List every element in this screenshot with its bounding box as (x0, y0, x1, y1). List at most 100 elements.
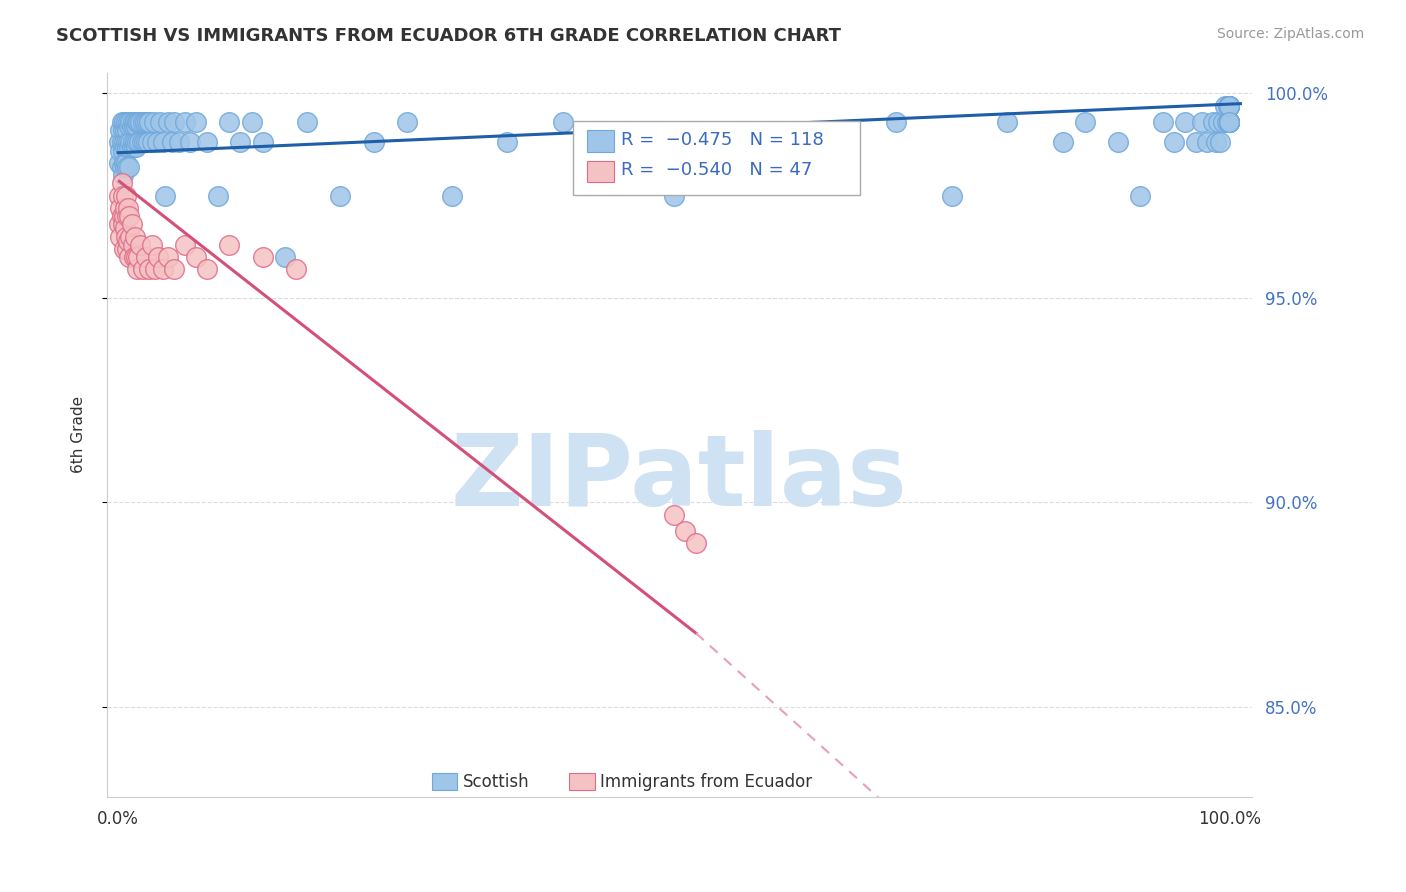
Point (111, 168, 134, 182)
Point (207, 188, 229, 202)
Point (218, 115, 240, 129)
Point (129, 237, 152, 252)
Point (115, 139, 138, 153)
Y-axis label: 6th Grade: 6th Grade (72, 396, 86, 474)
Point (1197, 136, 1219, 150)
Point (115, 136, 138, 150)
Point (117, 115, 139, 129)
Text: Scottish: Scottish (463, 772, 530, 790)
Point (121, 115, 143, 129)
Point (141, 136, 163, 150)
Point (131, 136, 153, 150)
Point (114, 139, 136, 153)
Point (115, 123, 138, 137)
Point (1218, 98, 1240, 112)
Point (110, 144, 132, 158)
Point (110, 229, 132, 244)
Point (1218, 115, 1240, 129)
Text: Source: ZipAtlas.com: Source: ZipAtlas.com (1216, 27, 1364, 41)
Point (148, 250, 170, 264)
Point (149, 115, 172, 129)
Point (124, 229, 146, 244)
Point (125, 139, 148, 153)
Point (142, 115, 165, 129)
Point (110, 160, 132, 174)
Text: ZIPatlas: ZIPatlas (451, 430, 908, 527)
Point (121, 139, 143, 153)
Point (114, 221, 136, 235)
Point (1107, 136, 1129, 150)
Point (1218, 98, 1240, 112)
Point (115, 156, 138, 170)
Point (1213, 98, 1236, 112)
Point (125, 262, 148, 277)
Point (884, 115, 907, 129)
Point (329, 188, 352, 202)
Point (115, 188, 138, 202)
Point (195, 262, 218, 277)
FancyBboxPatch shape (432, 772, 457, 790)
Point (218, 237, 240, 252)
Point (110, 136, 132, 150)
Point (1206, 115, 1229, 129)
FancyBboxPatch shape (572, 121, 860, 194)
Point (163, 262, 186, 277)
Text: Immigrants from Ecuador: Immigrants from Ecuador (600, 772, 813, 790)
Point (1218, 115, 1240, 129)
Point (157, 250, 180, 264)
Point (118, 119, 141, 133)
Point (138, 115, 160, 129)
Point (496, 136, 519, 150)
Point (121, 136, 143, 150)
Point (1218, 98, 1240, 112)
Point (396, 115, 419, 129)
Point (662, 188, 685, 202)
Point (118, 160, 141, 174)
Point (157, 115, 180, 129)
Point (110, 123, 132, 137)
Point (122, 250, 145, 264)
Point (1209, 136, 1232, 150)
Point (115, 209, 138, 223)
Point (125, 250, 148, 264)
Point (111, 123, 134, 137)
Point (551, 115, 574, 129)
Point (114, 160, 136, 174)
Point (274, 250, 297, 264)
Point (135, 250, 157, 264)
Point (1218, 115, 1240, 129)
Point (120, 115, 142, 129)
Point (108, 188, 131, 202)
Point (135, 136, 157, 150)
Point (1218, 115, 1240, 129)
Point (1218, 115, 1240, 129)
Text: R =  −0.540   N = 47: R = −0.540 N = 47 (621, 161, 813, 179)
Point (118, 250, 141, 264)
FancyBboxPatch shape (569, 772, 595, 790)
Point (607, 136, 630, 150)
Point (1052, 136, 1074, 150)
Point (114, 201, 136, 215)
Point (152, 136, 174, 150)
Point (143, 262, 166, 277)
Point (108, 217, 131, 231)
Point (124, 136, 146, 150)
Point (120, 136, 142, 150)
Point (112, 136, 135, 150)
Point (995, 115, 1018, 129)
Point (127, 115, 149, 129)
FancyBboxPatch shape (586, 130, 614, 152)
Point (673, 524, 696, 538)
Point (184, 250, 207, 264)
Point (1201, 115, 1223, 129)
Point (1191, 115, 1213, 129)
Point (941, 188, 963, 202)
Text: R =  −0.475   N = 118: R = −0.475 N = 118 (621, 130, 824, 149)
Point (112, 156, 135, 170)
Point (117, 201, 139, 215)
Point (662, 508, 685, 522)
Point (440, 188, 463, 202)
Point (115, 160, 138, 174)
Point (124, 115, 146, 129)
Point (240, 115, 263, 129)
